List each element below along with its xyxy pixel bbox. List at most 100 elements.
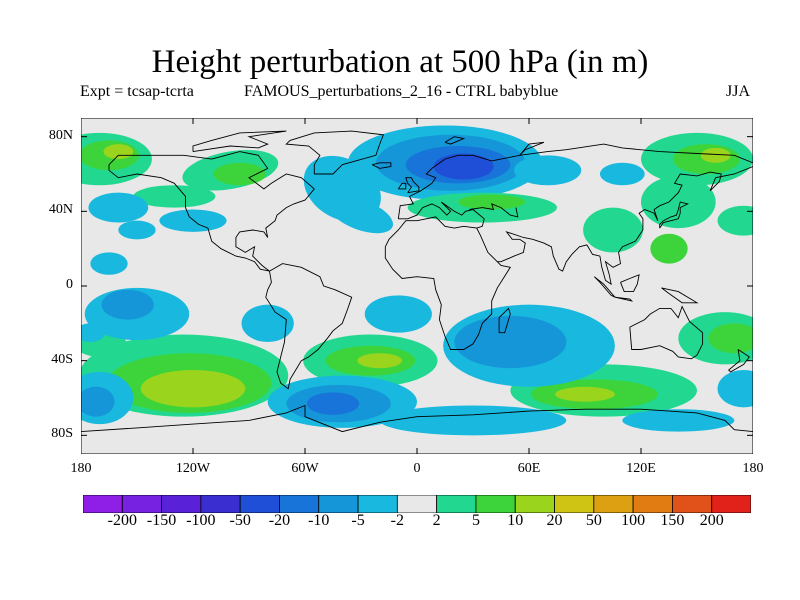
colorbar-swatch-4 xyxy=(239,495,280,513)
colorbar-label-0: -200 xyxy=(107,512,137,529)
colorbar xyxy=(83,495,751,513)
colorbar-swatch-7 xyxy=(357,495,398,513)
lon-label-6: 180 xyxy=(742,461,764,476)
coastline-20 xyxy=(192,130,287,153)
colorbar-label-11: 20 xyxy=(546,512,563,529)
contour-region-13 xyxy=(159,209,227,232)
lat-label-4: 80S xyxy=(51,426,73,442)
contour-region-46 xyxy=(101,289,154,320)
colorbar-label-13: 100 xyxy=(621,512,646,529)
contour-region-22 xyxy=(717,205,753,236)
colorbar-swatch-6 xyxy=(318,495,359,513)
contour-region-21 xyxy=(650,233,688,264)
coastline-0 xyxy=(108,151,315,272)
colorbar-swatch-11 xyxy=(514,495,555,513)
contour-region-19 xyxy=(641,175,716,229)
coastline-7 xyxy=(497,166,753,286)
colorbar-swatch-12 xyxy=(554,495,595,513)
lon-label-2: 60W xyxy=(291,461,319,476)
coastline-6 xyxy=(384,216,512,350)
colorbar-label-9: 5 xyxy=(471,512,480,529)
colorbar-label-3: -50 xyxy=(229,512,251,529)
lat-label-1: 40N xyxy=(48,202,73,218)
contour-region-44 xyxy=(306,392,360,415)
coastline-8 xyxy=(659,201,689,229)
coastline-10 xyxy=(593,276,616,298)
lon-label-0: 180 xyxy=(70,461,92,476)
colorbar-swatch-10 xyxy=(475,495,516,513)
contour-region-18 xyxy=(700,147,731,163)
page-title: Height perturbation at 500 hPa (in m) xyxy=(151,44,649,80)
contour-region-20 xyxy=(583,207,643,253)
coastlines xyxy=(81,130,753,433)
lon-label-3: 0 xyxy=(413,461,421,476)
coastline-16 xyxy=(372,162,392,169)
axis-ticks xyxy=(81,118,753,454)
contour-region-39 xyxy=(708,323,753,354)
coastline-13 xyxy=(661,287,699,304)
contour-region-47 xyxy=(379,405,567,436)
lat-label-0: 80N xyxy=(48,127,73,143)
colorbar-swatch-2 xyxy=(161,495,202,513)
coastline-3 xyxy=(397,143,753,219)
coastline-4 xyxy=(398,201,485,229)
contour-region-2 xyxy=(103,144,134,160)
coastline-2 xyxy=(265,263,353,390)
coastline-17 xyxy=(498,307,511,334)
colorbar-label-12: 50 xyxy=(585,512,602,529)
colorbar-label-2: -100 xyxy=(186,512,216,529)
contour-region-24 xyxy=(599,162,645,186)
coastline-19 xyxy=(81,404,753,433)
colorbar-label-8: 2 xyxy=(432,512,441,529)
coastline-1 xyxy=(285,130,385,175)
colorbar-swatch-3 xyxy=(200,495,241,513)
coastline-14 xyxy=(405,177,420,194)
contour-fill xyxy=(81,125,753,436)
contour-region-23 xyxy=(514,155,582,186)
colorbar-swatch-0 xyxy=(83,495,123,513)
contour-region-11 xyxy=(329,196,393,234)
contour-region-9 xyxy=(433,153,494,180)
contour-region-52 xyxy=(81,386,115,417)
colorbar-swatch-5 xyxy=(279,495,320,513)
contour-region-25 xyxy=(90,252,128,275)
contour-region-37 xyxy=(555,386,615,402)
contour-region-15 xyxy=(458,194,526,210)
contour-region-50 xyxy=(364,295,432,333)
coastline-5 xyxy=(469,203,519,218)
contour-region-29 xyxy=(140,370,246,408)
contour-region-5 xyxy=(133,185,216,208)
colorbar-label-5: -10 xyxy=(308,512,330,529)
lat-label-2: 0 xyxy=(66,277,73,292)
coastline-21 xyxy=(519,141,545,156)
colorbar-label-14: 150 xyxy=(660,512,685,529)
colorbar-label-7: -2 xyxy=(390,512,404,529)
colorbar-swatch-16 xyxy=(711,495,751,513)
coastline-9 xyxy=(629,305,704,360)
contour-region-4 xyxy=(213,162,266,186)
colorbar-label-15: 200 xyxy=(699,512,724,529)
colorbar-label-6: -5 xyxy=(351,512,365,529)
contour-region-53 xyxy=(717,370,753,408)
lon-label-1: 120W xyxy=(175,461,211,476)
coastline-12 xyxy=(620,274,640,293)
colorbar-swatch-8 xyxy=(396,495,438,513)
colorbar-swatch-15 xyxy=(672,495,713,513)
colorbar-swatch-13 xyxy=(593,495,634,513)
contour-region-41 xyxy=(454,315,567,369)
coastline-18 xyxy=(728,349,750,373)
contour-region-34 xyxy=(357,353,403,369)
experiment-label: Expt = tcsap-tcrta xyxy=(80,83,194,100)
colorbar-swatch-1 xyxy=(121,495,162,513)
lon-label-4: 60E xyxy=(517,461,541,476)
coastline-11 xyxy=(614,296,634,302)
map-plot xyxy=(81,118,753,454)
run-label: FAMOUS_perturbations_2_16 - CTRL babyblu… xyxy=(244,83,559,100)
colorbar-swatch-9 xyxy=(436,495,477,513)
colorbar-label-1: -150 xyxy=(146,512,177,529)
coastline-15 xyxy=(397,182,407,190)
coastline-22 xyxy=(444,136,466,145)
colorbar-label-4: -20 xyxy=(268,512,291,529)
contour-region-48 xyxy=(622,409,735,432)
colorbar-swatch-14 xyxy=(632,495,673,513)
